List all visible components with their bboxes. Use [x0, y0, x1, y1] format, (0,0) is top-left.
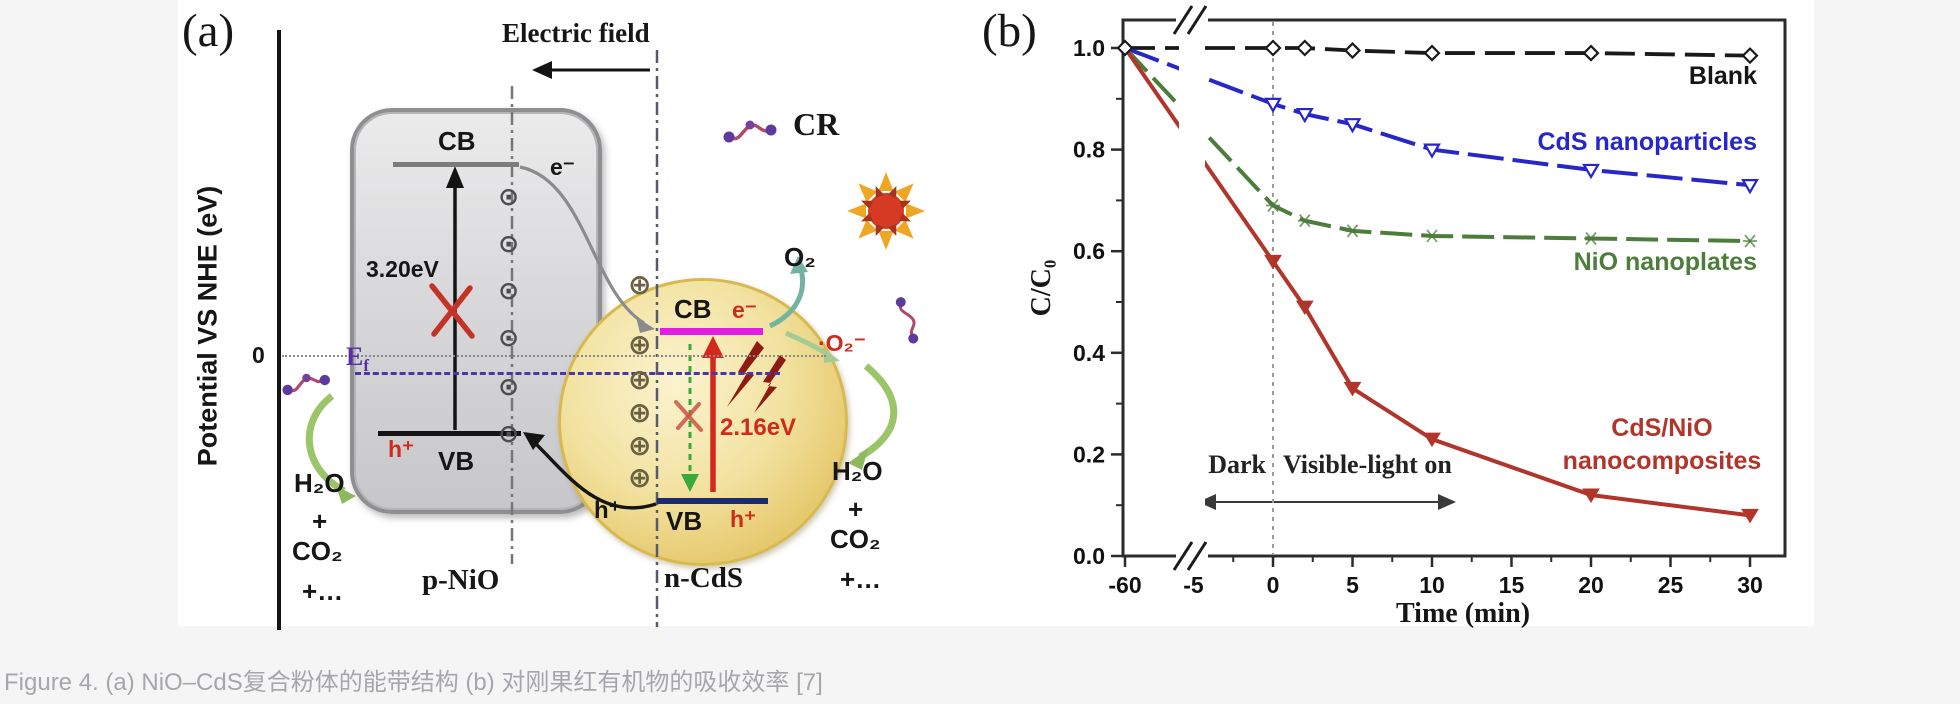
- left-product-co2: CO₂: [292, 536, 343, 566]
- zero-tick-label: 0: [252, 342, 265, 368]
- nio-cb-label: CB: [438, 126, 476, 156]
- right-product-h2o: H₂O: [832, 456, 883, 486]
- nio-vb-level-line: [378, 431, 521, 436]
- hole-icon: ⊕: [628, 268, 652, 301]
- legend-cds-nanoparticles: CdS nanoparticles: [1537, 128, 1758, 156]
- cds-vb-level-line: [657, 498, 768, 504]
- cr-label: CR: [793, 106, 840, 142]
- potential-axis-line: [277, 30, 281, 630]
- left-product-plus: +: [312, 506, 328, 536]
- cds-electron-label: e⁻: [732, 297, 757, 323]
- legend-cds-nio-nanocomposites: CdS/NiO nanocomposites: [1562, 414, 1762, 475]
- n-cds-name-label: n-CdS: [664, 562, 743, 594]
- y-axis-label-b: C/C₀: [1026, 259, 1057, 317]
- hole-icon: ⊕: [628, 363, 652, 396]
- cds-hole-label: h⁺: [730, 506, 757, 532]
- right-product-plus: +: [848, 494, 864, 524]
- nio-hole-label: h⁺: [388, 436, 415, 462]
- left-product-h2o: H₂O: [294, 468, 345, 498]
- superoxide-label: ·O₂⁻: [818, 330, 866, 356]
- cds-vb-label: VB: [666, 506, 703, 536]
- x-axis-label-b: Time (min): [1396, 598, 1531, 629]
- hole-icon: ⊕: [628, 396, 652, 429]
- dark-phase-label: Dark: [1208, 450, 1266, 479]
- right-product-co2: CO₂: [830, 524, 881, 554]
- electron-icon: ⊙: [498, 276, 519, 305]
- legend-nio-nanoplates: NiO nanoplates: [1573, 248, 1757, 276]
- cds-cb-label: CB: [674, 294, 712, 324]
- figure-caption: Figure 4. (a) NiO–CdS复合粉体的能带结构 (b) 对刚果红有…: [4, 669, 823, 696]
- legend-blank: Blank: [1688, 62, 1757, 90]
- fermi-level-label: Ef: [346, 342, 369, 376]
- zero-potential-dotted-line: [282, 355, 826, 357]
- hole-icon: ⊕: [628, 328, 652, 361]
- fermi-level-symbol: E: [346, 342, 364, 371]
- p-nio-name-label: p-NiO: [422, 564, 500, 596]
- electron-icon: ⊙: [498, 182, 519, 211]
- nio-gap-label: 3.20eV: [366, 256, 439, 282]
- fermi-level-dashed-line: [355, 372, 780, 375]
- nio-vb-label: VB: [438, 446, 475, 476]
- cds-cb-level-line: [660, 328, 763, 335]
- electron-icon: ⊙: [498, 372, 519, 401]
- left-product-more: +…: [302, 576, 344, 606]
- electric-field-label: Electric field: [502, 18, 650, 48]
- y-axis-label-a: Potential VS NHE (eV): [192, 185, 223, 467]
- fermi-level-subscript: f: [363, 356, 370, 375]
- electron-icon: ⊙: [498, 229, 519, 258]
- hole-icon: ⊕: [628, 429, 652, 462]
- light-phase-label: Visible-light on: [1283, 450, 1452, 479]
- nio-electron-label: e⁻: [550, 154, 575, 180]
- nio-cb-level-line: [393, 162, 519, 167]
- panel-b-label: (b): [982, 5, 1037, 57]
- cds-gap-label: 2.16eV: [720, 414, 797, 441]
- o2-label: O₂: [784, 242, 816, 272]
- electron-icon: ⊙: [498, 419, 519, 448]
- transferred-hole-label: h⁺: [594, 497, 622, 524]
- right-product-more: +…: [840, 564, 882, 594]
- hole-icon: ⊕: [628, 461, 652, 494]
- electron-icon: ⊙: [498, 323, 519, 352]
- panel-a-label: (a): [182, 5, 235, 57]
